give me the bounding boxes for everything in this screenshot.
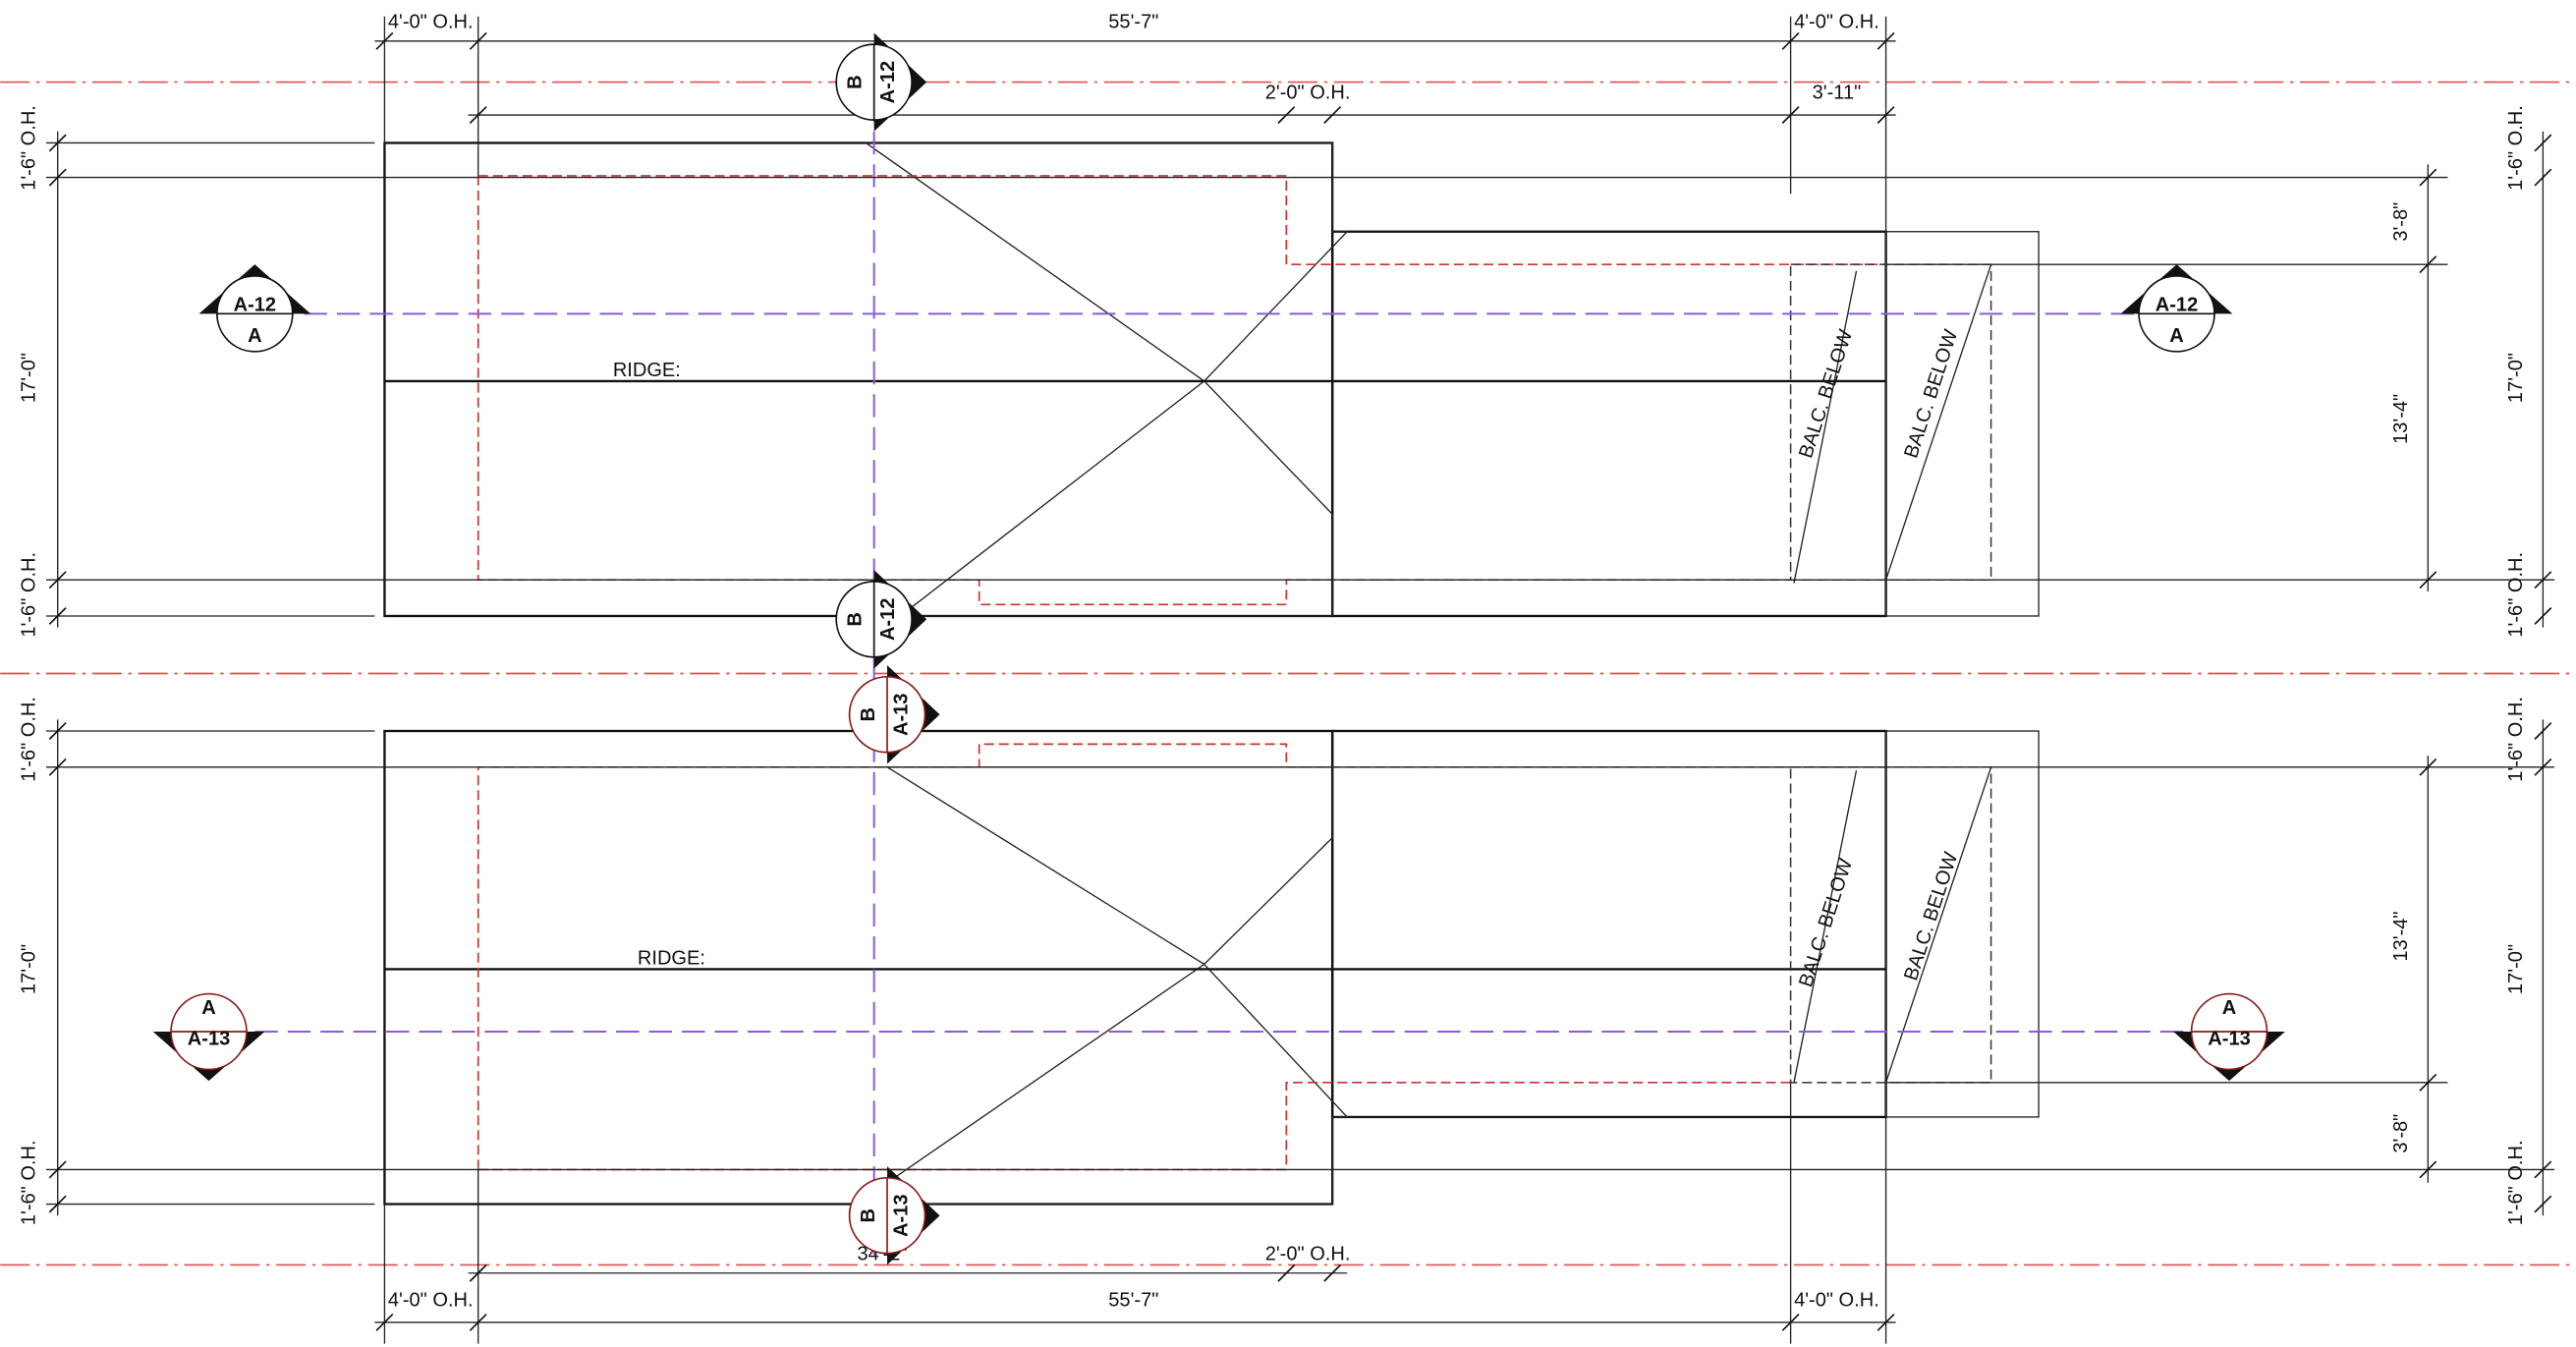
dimension-label: 2'-0" O.H.: [1265, 1244, 1351, 1265]
dimension-tick: [375, 1313, 394, 1331]
dimension-label: 1'-6" O.H.: [19, 1140, 40, 1225]
dimension-tick: [1277, 106, 1296, 124]
dimension-tick: [48, 607, 67, 625]
top-roof: [304, 65, 2136, 674]
dimension-label: 3'-8": [2390, 202, 2412, 242]
dimension-tick: [1781, 106, 1800, 124]
dimension-label: 17'-0": [19, 353, 40, 403]
dimension-tick: [2534, 571, 2552, 589]
dimension-tick: [2419, 1073, 2437, 1092]
dimension-tick: [2534, 722, 2552, 740]
dimension-label: 3'-8": [2390, 1114, 2412, 1153]
marker-sheet: A-13: [188, 1029, 230, 1050]
section-marker: B A-12: [835, 32, 927, 132]
marker-letter: A: [248, 325, 261, 347]
dimension-label: 55'-7": [1108, 1289, 1158, 1311]
section-marker: B A-13: [848, 1166, 940, 1265]
dimension-tick: [1323, 106, 1342, 124]
section-marker: B A-12: [835, 570, 927, 669]
dimension-tick: [2534, 607, 2552, 625]
dimension-label: 17'-0": [2505, 353, 2527, 403]
marker-letter: A: [2222, 997, 2236, 1019]
marker-sheet: A-13: [890, 1195, 912, 1237]
dimension-label: 1'-6" O.H.: [2505, 105, 2527, 191]
balcony-label: BALC. BELOW: [1900, 327, 1962, 461]
dimension-label: 1'-6" O.H.: [2505, 697, 2527, 782]
dimension-label: 1'-6" O.H.: [19, 105, 40, 191]
dimension-label: 4'-0" O.H.: [388, 12, 474, 33]
dimension-tick: [2534, 168, 2552, 187]
dimension-tick: [2534, 758, 2552, 776]
dimension-label: 55'-7": [1108, 12, 1158, 33]
ridge-label: RIDGE:: [613, 360, 681, 381]
dimension-tick: [2419, 255, 2437, 274]
dimension-label: 1'-6" O.H.: [2505, 1140, 2527, 1225]
dimension-tick: [1876, 31, 1895, 50]
dimension-tick: [469, 1313, 487, 1331]
marker-sheet: A-12: [877, 61, 899, 103]
marker-sheet: A-13: [890, 694, 912, 736]
dimension-tick: [1781, 1313, 1800, 1331]
balcony-label: BALC. BELOW: [1900, 850, 1962, 983]
dimension-label: 2'-0" O.H.: [1265, 83, 1351, 104]
dimension-tick: [48, 1195, 67, 1213]
dimension-tick: [375, 31, 394, 50]
reference-lines: [0, 81, 2576, 1266]
marker-sheet: A-13: [2208, 1029, 2250, 1050]
dimension-label: 4'-0" O.H.: [388, 1289, 474, 1311]
dimension-label: 1'-6" O.H.: [19, 552, 40, 638]
dimension-tick: [1323, 1263, 1342, 1282]
section-marker: A-12 A: [2120, 264, 2233, 353]
marker-letter: B: [845, 612, 867, 626]
dimension-label: 4'-0" O.H.: [1794, 1289, 1879, 1311]
dimension-label: 13'-4": [2390, 394, 2412, 444]
dimension-tick: [2419, 168, 2437, 187]
dimension-label: 1'-6" O.H.: [19, 697, 40, 782]
dimension-tick: [2534, 134, 2552, 152]
dimension-lines: [46, 16, 2555, 1344]
dimension-label: 13'-4": [2390, 911, 2412, 961]
dimension-label: 3'-11": [1813, 83, 1862, 104]
dimension-label: 4'-0" O.H.: [1794, 12, 1879, 33]
dimension-tick: [2419, 758, 2437, 776]
dimension-tick: [469, 31, 487, 50]
dimension-tick: [48, 134, 67, 152]
dimension-tick: [2534, 1160, 2552, 1179]
section-marker: A-12 A: [198, 264, 311, 353]
dimension-tick: [2534, 1195, 2552, 1213]
section-marker: A-13 A: [152, 992, 265, 1082]
dimension-tick: [1876, 1313, 1895, 1331]
section-marker: B A-13: [848, 665, 940, 764]
dimension-tick: [469, 1263, 487, 1282]
marker-letter: A: [2169, 325, 2183, 347]
dimension-tick: [1876, 106, 1895, 124]
dimension-tick: [48, 758, 67, 776]
marker-sheet: A-12: [877, 598, 899, 641]
dimension-tick: [2419, 571, 2437, 589]
marker-letter: B: [858, 707, 879, 721]
section-marker: A-13 A: [2173, 992, 2285, 1082]
dimension-label: 1'-6" O.H.: [2505, 552, 2527, 638]
marker-letter: B: [858, 1208, 879, 1222]
balcony-label: BALC. BELOW: [1795, 327, 1857, 461]
dimension-tick: [48, 1160, 67, 1179]
dimension-tick: [469, 106, 487, 124]
dimension-tick: [1277, 1263, 1296, 1282]
dimension-tick: [48, 722, 67, 740]
marker-letter: A: [201, 997, 215, 1019]
marker-sheet: A-12: [2156, 294, 2198, 315]
dimension-label: 17'-0": [19, 944, 40, 994]
dimension-label: 17'-0": [2505, 944, 2527, 994]
dimension-tick: [2419, 1160, 2437, 1179]
marker-letter: B: [845, 75, 867, 88]
marker-sheet: A-12: [234, 294, 276, 315]
dimension-tick: [48, 571, 67, 589]
dimension-tick: [1781, 31, 1800, 50]
dimension-tick: [48, 168, 67, 187]
ridge-label: RIDGE:: [638, 948, 705, 970]
bottom-roof: [254, 673, 2185, 1265]
